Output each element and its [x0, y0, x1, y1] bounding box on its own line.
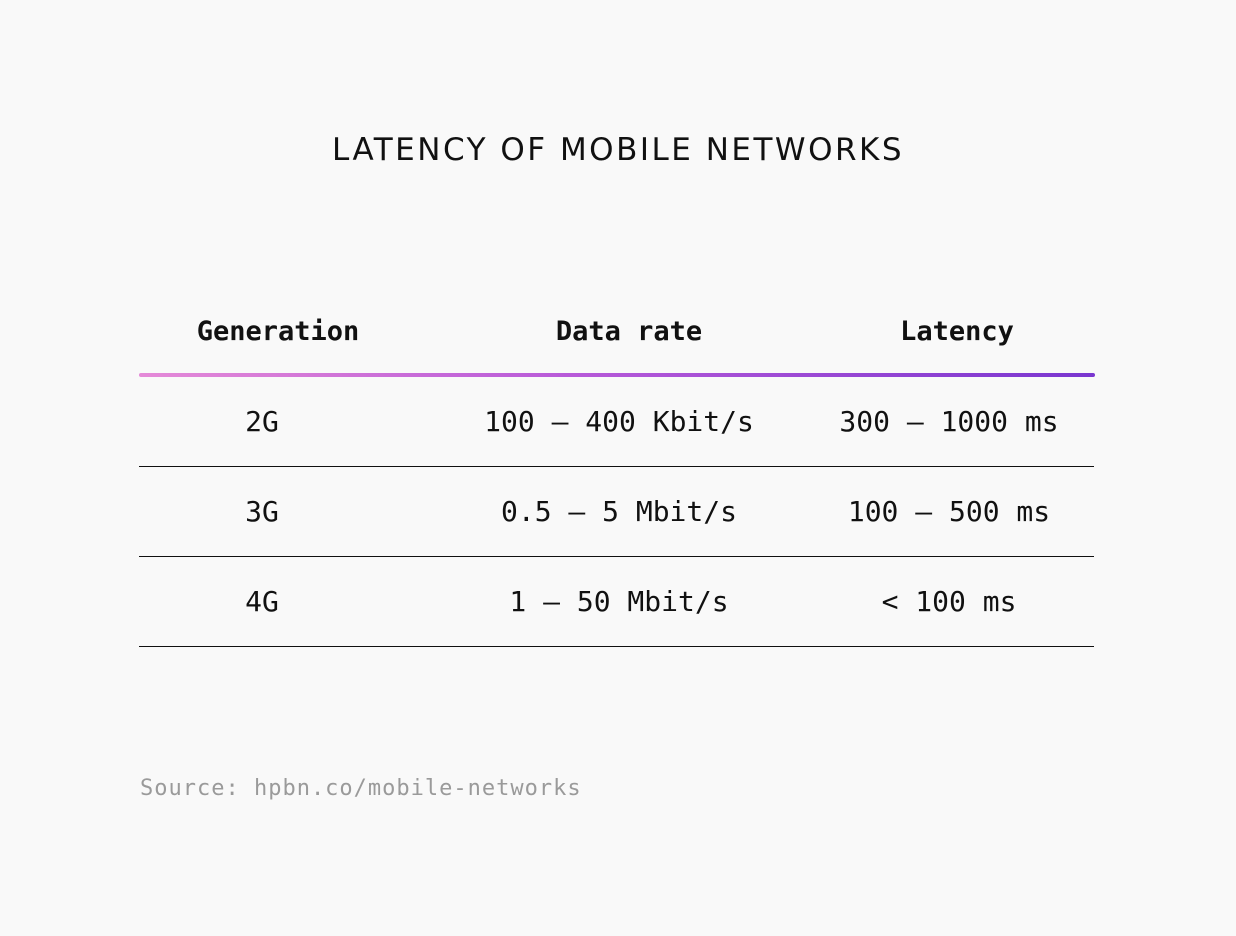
cell-latency: 300 – 1000 ms — [839, 405, 1059, 438]
source-note: Source: hpbn.co/mobile-networks — [140, 776, 582, 801]
cell-generation: 3G — [245, 495, 279, 528]
header-generation: Generation — [196, 316, 360, 347]
table-row: 2G 100 – 400 Kbit/s 300 – 1000 ms — [139, 377, 1094, 467]
page-title: LATENCY OF MOBILE NETWORKS — [331, 132, 905, 168]
table-header-row: Generation Data rate Latency — [139, 290, 1094, 373]
cell-data-rate: 100 – 400 Kbit/s — [484, 405, 754, 438]
table-row: 4G 1 – 50 Mbit/s < 100 ms — [139, 557, 1094, 647]
cell-latency: < 100 ms — [881, 585, 1017, 618]
cell-generation: 4G — [245, 585, 279, 618]
cell-latency: 100 – 500 ms — [847, 495, 1051, 528]
cell-data-rate: 0.5 – 5 Mbit/s — [500, 495, 737, 528]
header-divider — [139, 373, 1095, 377]
cell-data-rate: 1 – 50 Mbit/s — [509, 585, 729, 618]
table-row: 3G 0.5 – 5 Mbit/s 100 – 500 ms — [139, 467, 1094, 557]
latency-table: Generation Data rate Latency 2G 100 – 40… — [139, 290, 1095, 647]
header-latency: Latency — [900, 316, 1014, 347]
header-data-rate: Data rate — [555, 316, 703, 347]
cell-generation: 2G — [245, 405, 279, 438]
